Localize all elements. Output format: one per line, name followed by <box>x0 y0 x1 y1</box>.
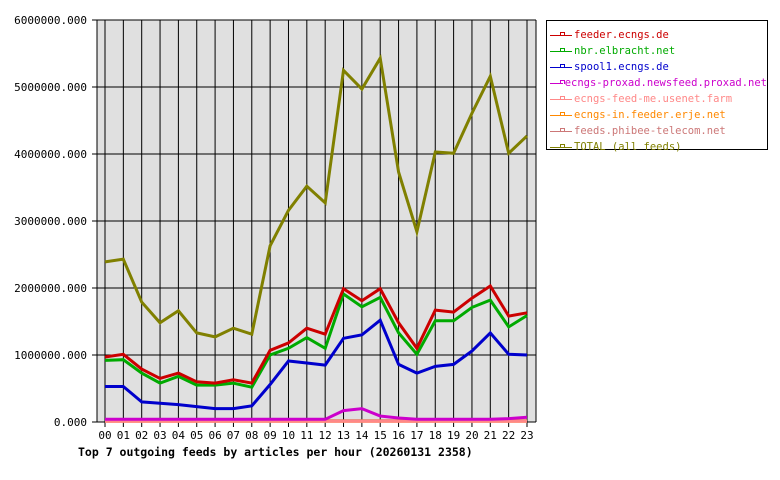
x-tick-label: 18 <box>429 429 442 442</box>
series-line <box>105 317 528 411</box>
x-tick-label: 20 <box>465 429 478 442</box>
x-tick-label: 00 <box>98 429 111 442</box>
x-tick-label: 04 <box>172 429 186 442</box>
x-tick-label: 16 <box>392 429 405 442</box>
x-tick-label: 08 <box>245 429 258 442</box>
legend-line-icon <box>550 31 572 39</box>
legend-label: spool1.ecngs.de <box>574 61 669 73</box>
x-tick-label: 14 <box>355 429 369 442</box>
y-tick-label: 1000000.000 <box>14 349 87 362</box>
legend-item: feeder.ecngs.de <box>547 27 767 43</box>
series-line <box>104 53 529 339</box>
legend-item: TOTAL (all feeds) <box>547 139 767 155</box>
series-line <box>104 283 528 385</box>
x-tick-label: 07 <box>227 429 240 442</box>
y-axis: 0.000 1000000.000 2000000.000 3000000.000 40… <box>14 14 87 429</box>
y-tick-label: 4000000.000 <box>14 148 87 161</box>
legend: feeder.ecngs.de nbr.elbracht.net spool1.ec… <box>546 20 768 153</box>
series-line <box>105 407 528 421</box>
legend-line-icon <box>550 95 572 103</box>
legend-line-icon <box>550 111 572 119</box>
x-tick-label: 10 <box>282 429 295 442</box>
legend-item: feeds.phibee-telecom.net <box>547 123 767 139</box>
legend-label: nbr.elbracht.net <box>574 45 676 57</box>
legend-item: nbr.elbracht.net <box>547 43 767 59</box>
x-tick-label: 15 <box>374 429 387 442</box>
x-tick-label: 12 <box>319 429 332 442</box>
chart-title: Top 7 outgoing feeds by articles per hou… <box>78 445 473 459</box>
x-tick-label: 23 <box>520 429 533 442</box>
legend-line-icon <box>550 79 565 87</box>
legend-item: ecngs-feed-me.usenet.farm <box>547 91 767 107</box>
x-tick-label: 22 <box>502 429 515 442</box>
legend-line-icon <box>550 47 572 55</box>
y-tick-label: 5000000.000 <box>14 81 87 94</box>
legend-label: feeds.phibee-telecom.net <box>574 125 726 137</box>
grid-lines <box>92 19 537 427</box>
legend-label: feeder.ecngs.de <box>574 29 669 41</box>
legend-label: ecngs-proxad.newsfeed.proxad.net <box>564 77 767 89</box>
legend-label: TOTAL (all feeds) <box>574 141 682 153</box>
x-tick-label: 09 <box>264 429 277 442</box>
legend-line-icon <box>550 63 572 71</box>
legend-label: ecngs-in.feeder.erje.net <box>574 109 726 121</box>
x-tick-label: 11 <box>300 429 313 442</box>
y-tick-label: 3000000.000 <box>14 215 87 228</box>
legend-line-icon <box>550 127 572 135</box>
x-tick-label: 05 <box>190 429 203 442</box>
x-tick-label: 21 <box>484 429 497 442</box>
legend-item: spool1.ecngs.de <box>547 59 767 75</box>
legend-item: ecngs-proxad.newsfeed.proxad.net <box>547 75 767 91</box>
x-tick-label: 17 <box>410 429 423 442</box>
data-series <box>104 53 529 423</box>
legend-item: ecngs-in.feeder.erje.net <box>547 107 767 123</box>
y-tick-label: 0.000 <box>54 416 87 429</box>
x-tick-label: 06 <box>208 429 221 442</box>
x-tick-label: 01 <box>117 429 130 442</box>
x-tick-label: 03 <box>153 429 166 442</box>
series-line <box>104 291 528 389</box>
legend-label: ecngs-feed-me.usenet.farm <box>574 93 733 105</box>
x-tick-label: 19 <box>447 429 460 442</box>
y-tick-label: 2000000.000 <box>14 282 87 295</box>
x-axis: 00 01 02 03 04 05 06 07 08 09 10 11 12 13 14 15 16 17 18 19… <box>98 429 533 442</box>
legend-line-icon <box>550 143 572 151</box>
x-tick-label: 13 <box>337 429 350 442</box>
x-tick-label: 02 <box>135 429 148 442</box>
y-tick-label: 6000000.000 <box>14 14 87 27</box>
